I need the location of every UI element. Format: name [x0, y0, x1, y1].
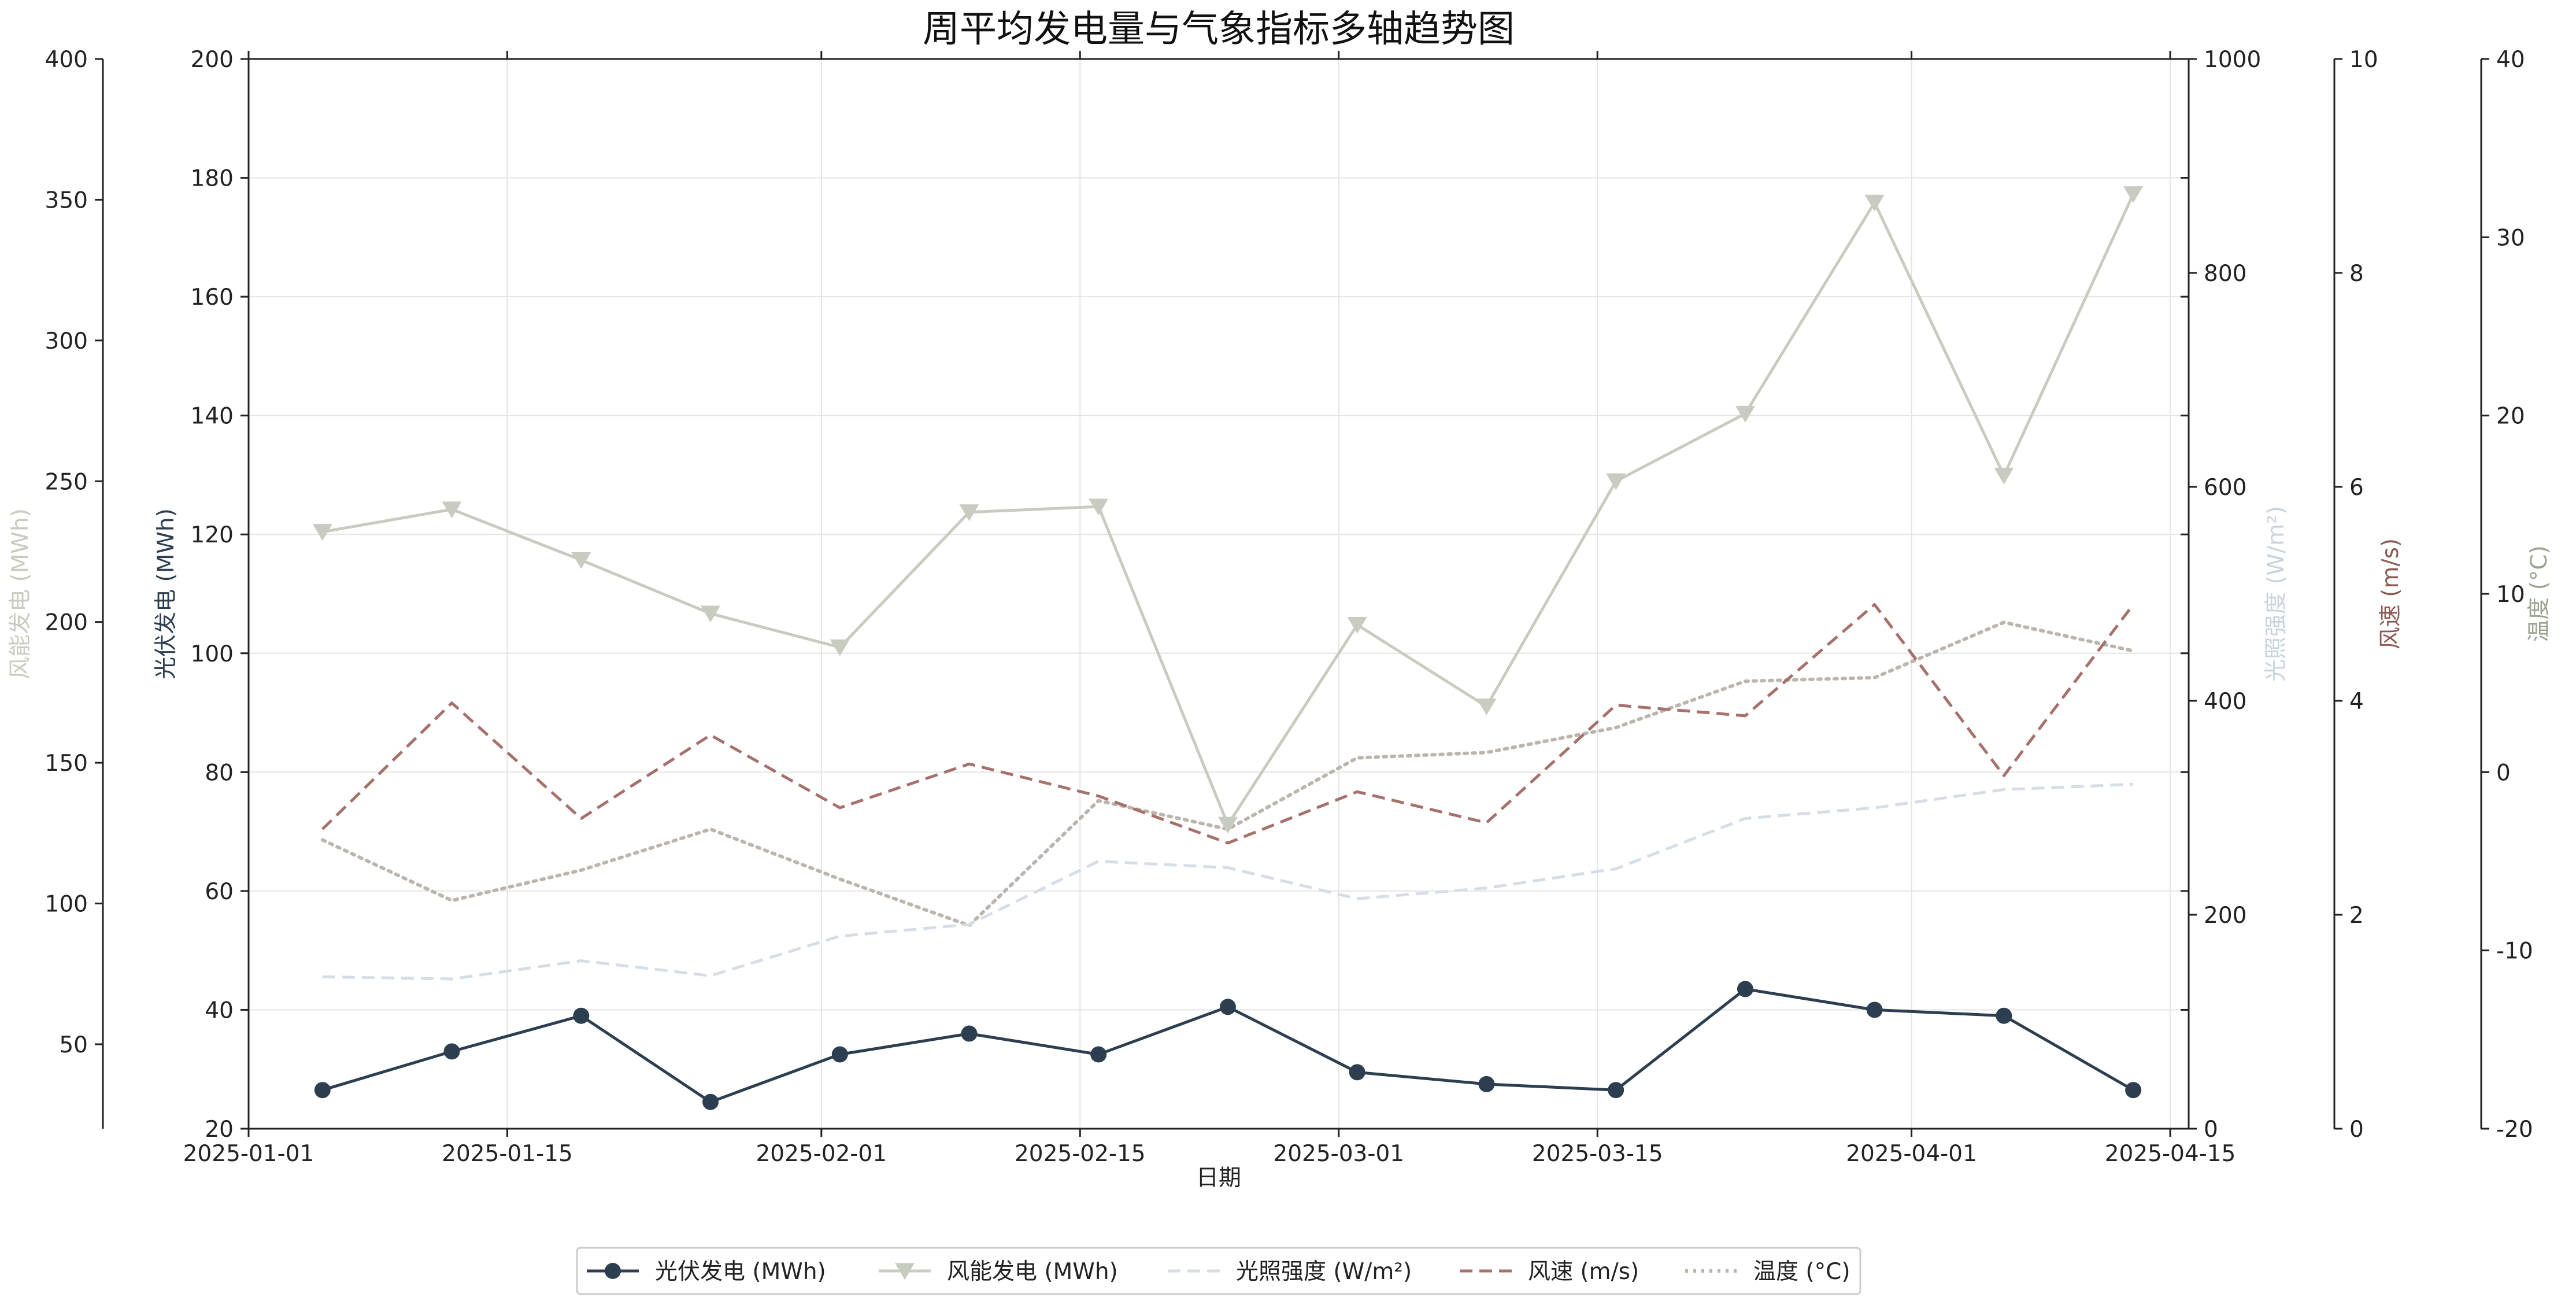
x-tick-label: 2025-04-01 [1846, 1141, 1977, 1167]
data-point-wind [1606, 473, 1626, 490]
data-point-wind [1089, 498, 1109, 516]
y-tick-label-wind: 150 [45, 751, 88, 777]
data-point-pv [1996, 1007, 2012, 1024]
data-point-pv [1608, 1082, 1624, 1099]
y-tick-label-wind: 50 [59, 1032, 88, 1058]
data-point-pv [1737, 981, 1753, 997]
data-point-wind [312, 524, 332, 541]
y-axis-title-wind: 风能发电 (MWh) [8, 508, 34, 679]
data-point-pv [2125, 1082, 2142, 1099]
data-point-wind [1735, 405, 1755, 423]
data-point-pv [831, 1046, 848, 1063]
y-tick-label-pv: 180 [191, 166, 234, 192]
y-tick-label-pv: 120 [191, 522, 234, 548]
legend-label-ws: 风速 (m/s) [1528, 1259, 1639, 1285]
x-tick-label: 2025-03-15 [1532, 1141, 1663, 1167]
data-point-pv [702, 1093, 719, 1110]
data-point-wind [701, 605, 721, 623]
y-tick-label-temp: -10 [2496, 938, 2533, 964]
y-tick-label-wind: 300 [45, 328, 88, 354]
y-tick-label-pv: 140 [191, 404, 234, 430]
y-tick-label-pv: 160 [191, 284, 234, 311]
series-layer [312, 186, 2144, 1110]
legend-marker-wind [895, 1263, 915, 1280]
data-point-pv [443, 1043, 460, 1060]
y-tick-label-pv: 80 [205, 760, 234, 786]
x-tick-label: 2025-02-01 [756, 1141, 887, 1167]
y-tick-label-temp: 10 [2496, 582, 2525, 608]
y-tick-label-ws: 6 [2349, 475, 2364, 501]
legend-label-pv: 光伏发电 (MWh) [655, 1259, 826, 1285]
y-tick-label-temp: 20 [2496, 404, 2525, 430]
data-point-wind [1864, 194, 1885, 212]
data-point-wind [830, 639, 850, 656]
data-point-pv [314, 1082, 331, 1099]
data-point-wind [1476, 698, 1497, 716]
data-point-wind [1217, 816, 1238, 834]
data-point-pv [1478, 1076, 1495, 1092]
y-tick-label-ws: 4 [2349, 689, 2364, 715]
data-point-wind [442, 501, 462, 519]
legend-label-temp: 温度 (°C) [1753, 1259, 1850, 1285]
y-tick-label-wind: 400 [45, 47, 88, 73]
y-axis-title-temp: 温度 (°C) [2526, 545, 2552, 642]
x-tick-label: 2025-04-15 [2105, 1141, 2236, 1167]
data-point-pv [1090, 1046, 1107, 1063]
data-point-pv [1866, 1001, 1883, 1018]
y-tick-label-wind: 200 [45, 610, 88, 636]
y-tick-label-ws: 10 [2349, 47, 2378, 73]
y-tick-label-irr: 1000 [2204, 47, 2261, 73]
x-tick-label: 2025-02-15 [1015, 1141, 1146, 1167]
x-axis-title: 日期 [1196, 1165, 1241, 1191]
y-tick-label-temp: 0 [2496, 760, 2511, 786]
y-tick-label-pv: 40 [205, 997, 234, 1023]
y-tick-label-pv: 200 [191, 47, 234, 73]
y-tick-label-ws: 2 [2349, 903, 2364, 929]
y-tick-label-pv: 100 [191, 641, 234, 667]
axes-layer: 2025-01-01 2025-01-15 2025-02-01 2025-02-15… [8, 47, 2552, 1167]
legend: 光伏发电 (MWh) 风能发电 (MWh) 光照强度 (W/m²) 风速 (m/s) 温… [576, 1247, 1861, 1295]
y-tick-label-irr: 200 [2204, 903, 2246, 929]
data-point-wind [959, 504, 979, 522]
x-tick-label: 2025-01-15 [442, 1141, 573, 1167]
data-point-wind [571, 552, 591, 569]
y-axis-title-irr: 光照强度 (W/m²) [2263, 506, 2289, 682]
y-axis-title-ws: 风速 (m/s) [2378, 538, 2404, 649]
y-tick-label-irr: 400 [2204, 689, 2246, 715]
data-point-pv [1219, 999, 1236, 1015]
y-tick-label-irr: 0 [2204, 1117, 2218, 1143]
y-tick-label-temp: -20 [2496, 1117, 2533, 1143]
x-tick-label: 2025-03-01 [1273, 1141, 1404, 1167]
y-tick-label-wind: 250 [45, 469, 88, 495]
y-axis-title-pv: 光伏发电 (MWh) [153, 508, 179, 679]
series-line-ws [321, 603, 2135, 845]
data-point-pv [573, 1007, 590, 1024]
x-tick-label: 2025-01-01 [183, 1141, 314, 1167]
y-tick-label-ws: 8 [2349, 261, 2364, 287]
legend-label-irr: 光照强度 (W/m²) [1236, 1259, 1412, 1285]
y-tick-label-wind: 100 [45, 892, 88, 918]
plot-frame [247, 58, 2190, 1130]
y-tick-label-irr: 600 [2204, 475, 2246, 501]
y-tick-label-temp: 30 [2496, 225, 2525, 251]
chart-title: 周平均发电量与气象指标多轴趋势图 [923, 8, 1515, 51]
y-tick-label-irr: 800 [2204, 261, 2246, 287]
legend-marker-pv [605, 1263, 621, 1279]
y-tick-label-wind: 350 [45, 187, 88, 213]
series-line-irr [322, 782, 2134, 981]
data-point-pv [1349, 1064, 1365, 1081]
y-tick-label-temp: 40 [2496, 47, 2525, 73]
y-tick-label-ws: 0 [2349, 1117, 2364, 1143]
y-tick-label-pv: 20 [205, 1117, 234, 1143]
data-point-wind [1347, 616, 1367, 634]
data-point-wind [1994, 467, 2014, 485]
y-tick-label-pv: 60 [205, 879, 234, 905]
data-point-pv [961, 1025, 978, 1042]
legend-label-wind: 风能发电 (MWh) [947, 1259, 1118, 1285]
data-point-wind [2123, 186, 2144, 203]
